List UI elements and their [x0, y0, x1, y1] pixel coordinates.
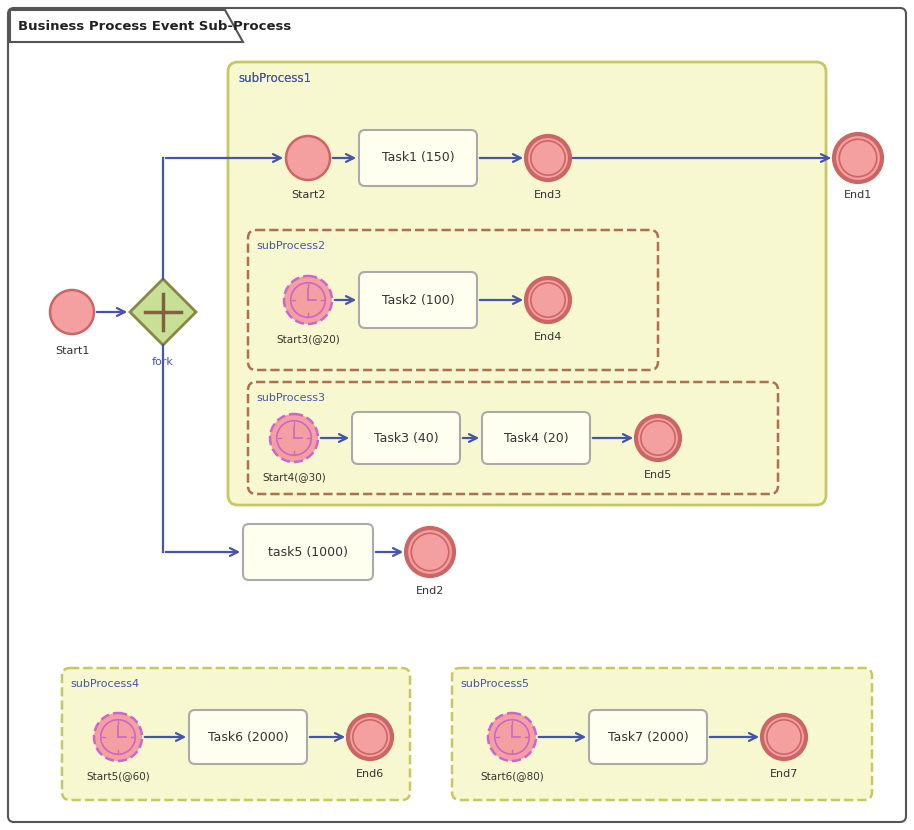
Text: subProcess5: subProcess5 — [460, 679, 529, 689]
FancyBboxPatch shape — [359, 130, 477, 186]
Circle shape — [277, 421, 312, 456]
Circle shape — [488, 713, 536, 761]
FancyBboxPatch shape — [359, 272, 477, 328]
Text: End3: End3 — [534, 190, 562, 200]
Circle shape — [494, 720, 529, 754]
Circle shape — [50, 290, 94, 334]
Text: Task2 (100): Task2 (100) — [382, 294, 454, 306]
Text: Start2: Start2 — [291, 190, 325, 200]
FancyBboxPatch shape — [8, 8, 906, 822]
Text: Start5(@60): Start5(@60) — [86, 771, 150, 781]
Text: fork: fork — [152, 357, 174, 367]
Text: Task4 (20): Task4 (20) — [504, 432, 569, 445]
Text: Task1 (150): Task1 (150) — [382, 152, 454, 164]
FancyBboxPatch shape — [228, 62, 826, 505]
FancyBboxPatch shape — [248, 230, 658, 370]
Circle shape — [286, 136, 330, 180]
Text: Task6 (2000): Task6 (2000) — [207, 730, 288, 744]
Text: Start6(@80): Start6(@80) — [480, 771, 544, 781]
FancyBboxPatch shape — [248, 382, 778, 494]
Polygon shape — [10, 10, 243, 42]
FancyBboxPatch shape — [589, 710, 707, 764]
Text: End2: End2 — [416, 586, 444, 596]
Text: Task7 (2000): Task7 (2000) — [608, 730, 688, 744]
Text: Start4(@30): Start4(@30) — [262, 472, 326, 482]
Circle shape — [284, 276, 332, 324]
Text: Start3(@20): Start3(@20) — [276, 334, 340, 344]
Circle shape — [348, 715, 392, 759]
Text: End7: End7 — [770, 769, 798, 779]
Circle shape — [406, 528, 454, 576]
Text: End4: End4 — [534, 332, 562, 342]
Circle shape — [291, 283, 325, 317]
FancyBboxPatch shape — [482, 412, 590, 464]
FancyBboxPatch shape — [189, 710, 307, 764]
Text: Task3 (40): Task3 (40) — [374, 432, 439, 445]
FancyBboxPatch shape — [352, 412, 460, 464]
Circle shape — [762, 715, 806, 759]
Circle shape — [636, 416, 680, 460]
Text: Start1: Start1 — [55, 346, 90, 356]
Text: subProcess4: subProcess4 — [70, 679, 139, 689]
Text: End5: End5 — [643, 470, 672, 480]
Polygon shape — [130, 279, 196, 345]
Text: subProcess1: subProcess1 — [238, 71, 311, 85]
Circle shape — [101, 720, 135, 754]
Circle shape — [270, 414, 318, 462]
Text: subProcess1: subProcess1 — [238, 71, 311, 85]
Circle shape — [526, 136, 570, 180]
Circle shape — [94, 713, 142, 761]
FancyBboxPatch shape — [243, 524, 373, 580]
Text: subProcess3: subProcess3 — [256, 393, 325, 403]
Text: Business Process Event Sub-Process: Business Process Event Sub-Process — [18, 19, 292, 32]
Text: End6: End6 — [356, 769, 384, 779]
FancyBboxPatch shape — [62, 668, 410, 800]
Text: End1: End1 — [844, 190, 872, 200]
Circle shape — [526, 278, 570, 322]
Text: subProcess2: subProcess2 — [256, 241, 325, 251]
FancyBboxPatch shape — [452, 668, 872, 800]
Circle shape — [834, 134, 882, 182]
Text: task5 (1000): task5 (1000) — [268, 545, 348, 559]
